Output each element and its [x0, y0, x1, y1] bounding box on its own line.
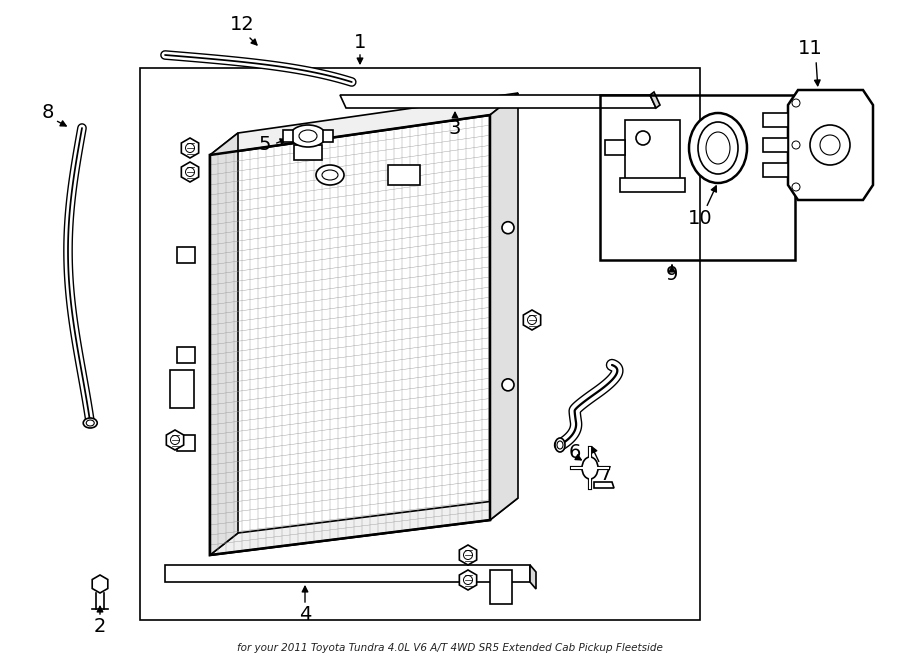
Polygon shape — [177, 435, 195, 451]
Text: 4: 4 — [299, 605, 311, 623]
Polygon shape — [523, 310, 541, 330]
Ellipse shape — [582, 457, 598, 479]
Ellipse shape — [86, 420, 94, 426]
Circle shape — [792, 99, 800, 107]
Polygon shape — [92, 575, 108, 593]
Circle shape — [792, 183, 800, 191]
Ellipse shape — [290, 125, 326, 147]
Ellipse shape — [706, 132, 730, 164]
Ellipse shape — [299, 130, 317, 142]
Bar — [140, 68, 700, 620]
Polygon shape — [650, 92, 660, 108]
Circle shape — [820, 135, 840, 155]
Text: 6: 6 — [569, 442, 581, 461]
Polygon shape — [210, 93, 518, 155]
Circle shape — [792, 141, 800, 149]
Ellipse shape — [698, 122, 738, 174]
Ellipse shape — [555, 438, 565, 452]
Polygon shape — [166, 430, 184, 450]
Polygon shape — [605, 140, 625, 155]
Text: 12: 12 — [230, 15, 255, 34]
Circle shape — [527, 315, 536, 325]
Circle shape — [636, 131, 650, 145]
Polygon shape — [294, 145, 322, 160]
Text: 7: 7 — [599, 465, 612, 485]
Polygon shape — [177, 247, 195, 263]
Text: 11: 11 — [797, 38, 823, 58]
Text: 10: 10 — [688, 208, 712, 227]
Ellipse shape — [316, 165, 344, 185]
Polygon shape — [625, 120, 680, 180]
Polygon shape — [210, 133, 238, 555]
Polygon shape — [165, 565, 530, 582]
Polygon shape — [181, 162, 199, 182]
Text: 1: 1 — [354, 32, 366, 52]
Polygon shape — [763, 138, 788, 152]
Circle shape — [464, 576, 472, 584]
Bar — [170, 370, 194, 408]
Text: 5: 5 — [259, 136, 271, 155]
Polygon shape — [340, 95, 656, 108]
Polygon shape — [763, 163, 788, 177]
Polygon shape — [594, 482, 614, 488]
Polygon shape — [210, 498, 518, 555]
Circle shape — [810, 125, 850, 165]
Polygon shape — [530, 565, 536, 589]
Bar — [283, 130, 293, 142]
Polygon shape — [763, 113, 788, 127]
Polygon shape — [210, 115, 490, 555]
Polygon shape — [490, 93, 518, 520]
Ellipse shape — [83, 418, 97, 428]
Ellipse shape — [322, 170, 338, 180]
Polygon shape — [788, 90, 873, 200]
Text: 3: 3 — [449, 118, 461, 137]
Text: 2: 2 — [94, 617, 106, 635]
Bar — [323, 130, 333, 142]
Polygon shape — [388, 165, 420, 185]
Text: for your 2011 Toyota Tundra 4.0L V6 A/T 4WD SR5 Extended Cab Pickup Fleetside: for your 2011 Toyota Tundra 4.0L V6 A/T … — [237, 643, 663, 653]
Ellipse shape — [557, 441, 563, 449]
Bar — [600, 95, 795, 260]
Text: 8: 8 — [41, 102, 54, 122]
Circle shape — [185, 167, 194, 176]
Circle shape — [464, 551, 472, 559]
Circle shape — [502, 221, 514, 234]
Polygon shape — [459, 545, 477, 565]
Polygon shape — [177, 347, 195, 363]
Polygon shape — [459, 570, 477, 590]
Circle shape — [185, 143, 194, 153]
Ellipse shape — [689, 113, 747, 183]
Polygon shape — [181, 138, 199, 158]
Circle shape — [502, 379, 514, 391]
Polygon shape — [620, 178, 685, 192]
Text: 9: 9 — [666, 264, 679, 284]
Circle shape — [170, 436, 179, 444]
Bar — [490, 570, 512, 604]
